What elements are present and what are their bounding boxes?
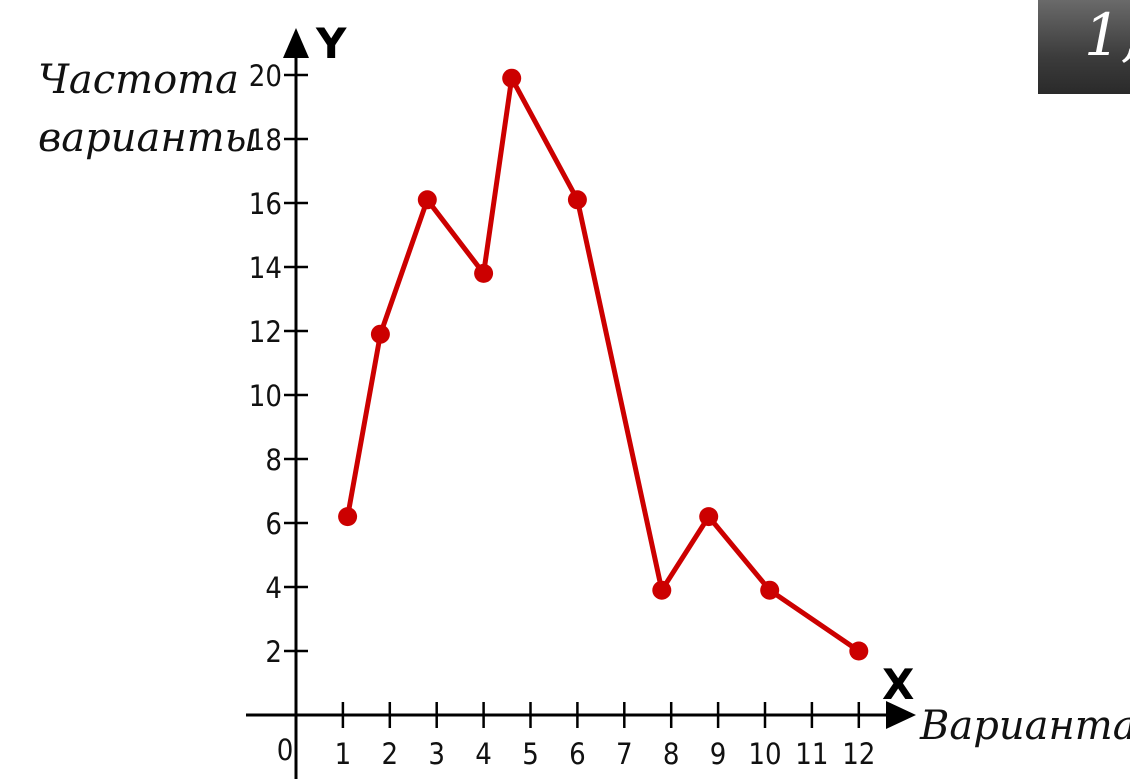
series-line — [348, 78, 859, 651]
y-tick-label: 6 — [265, 507, 282, 541]
x-tick-label: 1 — [335, 737, 352, 771]
y-tick-label: 8 — [265, 443, 282, 477]
data-point — [418, 190, 437, 209]
y-tick-label: 14 — [249, 251, 282, 285]
data-point — [652, 581, 671, 600]
data-point — [849, 642, 868, 661]
x-tick-label: 9 — [710, 737, 727, 771]
x-tick-label: 10 — [748, 737, 781, 771]
y-tick-label: 16 — [249, 187, 282, 221]
data-point — [338, 507, 357, 526]
data-point — [760, 581, 779, 600]
x-tick-label: 8 — [663, 737, 680, 771]
data-point — [371, 325, 390, 344]
slide-number-badge: 1, — [1038, 0, 1130, 94]
x-tick-label: 7 — [616, 737, 633, 771]
y-tick-label: 2 — [265, 635, 282, 669]
x-axis-letter: X — [882, 660, 914, 709]
y-tick-label: 12 — [249, 315, 282, 349]
y-axis-title-line-2: варианты — [38, 118, 257, 158]
data-point — [474, 264, 493, 283]
y-axis-letter: Y — [315, 19, 347, 68]
y-tick-label: 10 — [249, 379, 282, 413]
x-axis-title: Варианта — [920, 706, 1130, 746]
x-tick-label: 4 — [475, 737, 492, 771]
data-point — [502, 69, 521, 88]
x-tick-label: 11 — [795, 737, 828, 771]
y-axis-arrow — [283, 28, 309, 58]
y-tick-label: 4 — [265, 571, 282, 605]
data-point — [699, 507, 718, 526]
x-tick-label: 5 — [522, 737, 539, 771]
x-tick-label: 3 — [428, 737, 445, 771]
y-tick-label: 20 — [249, 59, 282, 93]
origin-label: 0 — [277, 733, 294, 767]
slide-number-text: 1, — [1084, 6, 1130, 64]
x-tick-label: 12 — [842, 737, 875, 771]
x-tick-label: 2 — [381, 737, 398, 771]
y-axis-title-line-1: Частота — [38, 60, 239, 100]
x-tick-label: 6 — [569, 737, 586, 771]
data-point — [568, 190, 587, 209]
